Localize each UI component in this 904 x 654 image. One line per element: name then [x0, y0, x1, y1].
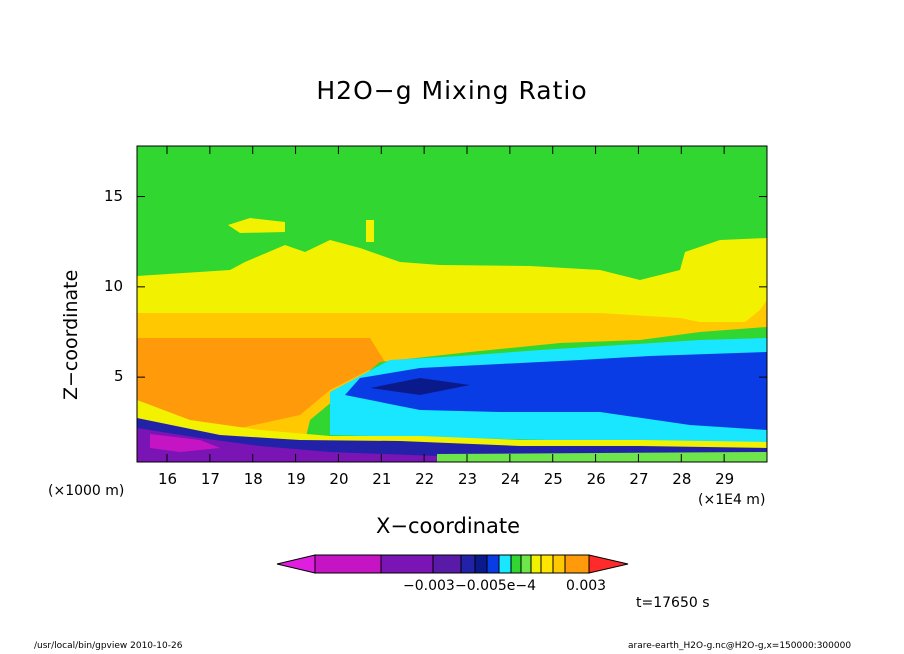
colorbar-swatch [498, 554, 512, 574]
region-navy-core [370, 378, 470, 395]
colorbar-label: 0.003 [566, 578, 607, 594]
colorbar-swatch [540, 554, 554, 574]
colorbar-swatch [460, 554, 476, 574]
time-label: t=17650 s [636, 595, 710, 611]
footer-source: arare-earth_H2O-g.nc@H2O-g,x=150000:3000… [628, 641, 852, 651]
x-unit-right: (×1E4 m) [698, 492, 766, 508]
x-tick-label: 23 [458, 470, 478, 488]
x-tick-label: 20 [329, 470, 349, 488]
colorbar-swatch [552, 554, 566, 574]
colorbar-swatch [380, 554, 434, 574]
colorbar-swatch [432, 554, 462, 574]
colorbar-label: −0.003 [403, 578, 455, 594]
colorbar-label: −0.005e−4 [455, 578, 537, 594]
y-tick-label: 5 [114, 367, 124, 386]
colorbar-arrow-right [588, 554, 629, 574]
region-lime-floor [437, 452, 767, 462]
region-orange [137, 338, 385, 430]
footer-path: /usr/local/bin/gpview 2010-10-26 [34, 641, 183, 651]
region-purple-base [137, 428, 767, 462]
x-tick-label: 22 [415, 470, 435, 488]
y-tick-label: 15 [104, 186, 124, 205]
x-unit-left: (×1000 m) [48, 483, 125, 499]
colorbar-swatch [510, 554, 522, 574]
x-tick-label: 18 [243, 470, 263, 488]
colorbar-swatch [564, 554, 590, 574]
x-tick-label: 16 [158, 470, 178, 488]
plot-frame [136, 145, 768, 463]
x-tick-label: 26 [586, 470, 606, 488]
region-yellow-patch [228, 218, 285, 233]
x-tick-label: 21 [372, 470, 392, 488]
x-tick-label: 29 [715, 470, 735, 488]
x-tick-label: 17 [200, 470, 220, 488]
region-magenta-core [150, 434, 220, 452]
x-axis-label: X−coordinate [376, 514, 520, 538]
region-yellow-cell [366, 220, 374, 242]
chart-title: H2O−g Mixing Ratio [316, 76, 588, 105]
x-tick-label: 28 [672, 470, 692, 488]
colorbar-swatch [530, 554, 542, 574]
colorbar-swatch [486, 554, 500, 574]
colorbar-arrow-left [276, 554, 316, 574]
x-tick-label: 19 [286, 470, 306, 488]
x-tick-label: 27 [629, 470, 649, 488]
region-blue [345, 352, 767, 430]
x-tick-label: 25 [543, 470, 563, 488]
y-tick-label: 10 [104, 276, 124, 295]
colorbar-swatch [520, 554, 532, 574]
colorbar-swatch [314, 554, 382, 574]
x-tick-label: 24 [500, 470, 520, 488]
colorbar-swatch [474, 554, 488, 574]
contour-fields [137, 146, 767, 462]
